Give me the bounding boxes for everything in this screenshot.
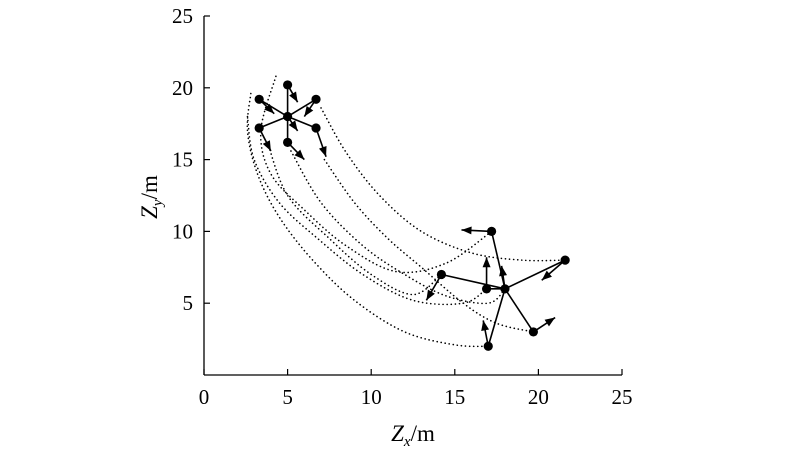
x-axis-label: Zx/m: [391, 421, 435, 450]
final-agent-6: [483, 341, 493, 351]
final-link-5: [504, 288, 535, 333]
final-link-2: [441, 273, 506, 290]
initial-agent-1: [254, 94, 264, 104]
final-link-6: [487, 288, 506, 347]
axes: [203, 16, 622, 376]
y-tick-label-15: 15: [172, 148, 193, 172]
x-tick-label-10: 10: [361, 385, 382, 409]
initial-link-3: [287, 98, 317, 118]
final-agent-3: [560, 255, 570, 265]
x-tick-label-20: 20: [528, 385, 549, 409]
x-tick-label-15: 15: [444, 385, 465, 409]
y-tick-label-10: 10: [172, 219, 193, 243]
final-arrow-2: [425, 274, 443, 301]
y-axis-label: Zy/m: [137, 175, 166, 219]
final-agent-5: [528, 327, 538, 337]
x-tick-label-0: 0: [199, 385, 210, 409]
final-arrow-4: [482, 257, 491, 289]
initial-center-point: [283, 111, 293, 122]
initial-agent-5: [283, 137, 293, 147]
final-arrow-1: [461, 226, 492, 235]
final-link-1: [490, 231, 506, 290]
initial-agent-4: [254, 123, 264, 133]
initial-link-1: [258, 98, 289, 118]
initial-agent-2: [283, 80, 293, 90]
y-tick-label-5: 5: [183, 291, 194, 315]
final-agent-1: [486, 226, 497, 236]
initial-arrow-6: [315, 127, 327, 157]
final-agent-4: [481, 284, 492, 294]
trajectory-7: [320, 107, 566, 262]
initial-agent-6: [311, 123, 321, 133]
final-agent-2: [436, 269, 447, 280]
x-tick-label-5: 5: [282, 385, 293, 409]
trajectory-3: [259, 75, 493, 274]
formation-links: [258, 84, 566, 347]
trajectory-4: [266, 141, 443, 296]
trajectory-6: [323, 158, 535, 333]
initial-link-6: [287, 115, 317, 129]
trajectory-1: [246, 92, 490, 348]
initial-agent-3: [311, 94, 321, 104]
trajectory-lines: [246, 75, 566, 348]
y-tick-label-25: 25: [172, 4, 193, 28]
x-tick-label-25: 25: [612, 385, 633, 409]
trajectory-2: [246, 115, 488, 306]
final-center-point: [500, 284, 510, 294]
final-link-3: [504, 259, 566, 290]
final-arrow-3: [541, 259, 566, 281]
initial-link-4: [258, 115, 288, 129]
axis-ticks: 0 5 10 15 20 25 5 10 15 20 25: [172, 4, 633, 409]
agent-points: [254, 80, 570, 351]
y-tick-label-20: 20: [172, 76, 193, 100]
